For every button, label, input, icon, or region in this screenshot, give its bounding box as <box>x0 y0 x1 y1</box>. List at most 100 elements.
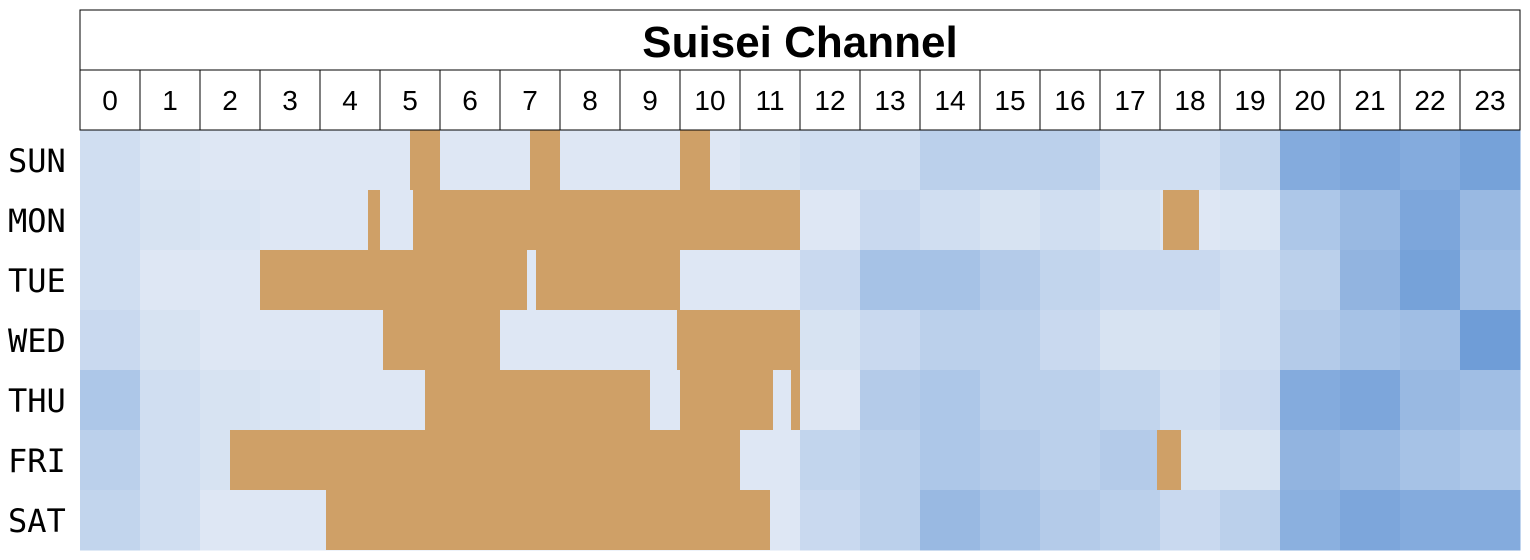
day-label-wed: WED <box>8 322 66 360</box>
heat-cell-tue-10 <box>680 250 741 311</box>
hour-cell-17 <box>1099 69 1161 131</box>
hour-label-6: 6 <box>462 85 478 116</box>
heat-cell-sun-15 <box>980 130 1041 191</box>
heat-cell-thu-23 <box>1460 370 1521 431</box>
heat-cell-mon-19 <box>1220 190 1281 251</box>
heat-cell-tue-16 <box>1040 250 1101 311</box>
heat-cell-mon-12 <box>800 190 861 251</box>
hour-label-23: 23 <box>1474 85 1505 116</box>
heat-cell-thu-12 <box>800 370 861 431</box>
hour-label-7: 7 <box>522 85 538 116</box>
heat-cell-sun-8 <box>560 130 621 191</box>
heat-cell-sun-13 <box>860 130 921 191</box>
heat-cell-wed-20 <box>1280 310 1341 371</box>
hour-label-14: 14 <box>934 85 965 116</box>
heat-cell-sat-17 <box>1100 490 1161 551</box>
hour-cell-10 <box>679 69 741 131</box>
heat-cell-fri-17 <box>1100 430 1161 491</box>
heat-cell-fri-19 <box>1220 430 1281 491</box>
hour-cell-6 <box>439 69 501 131</box>
heat-cell-mon-0 <box>80 190 141 251</box>
hour-cell-9 <box>619 69 681 131</box>
hour-cell-13 <box>859 69 921 131</box>
hour-label-3: 3 <box>282 85 298 116</box>
hour-label-1: 1 <box>162 85 178 116</box>
heat-cell-sat-19 <box>1220 490 1281 551</box>
heat-cell-tue-19 <box>1220 250 1281 311</box>
heat-cell-tue-2 <box>200 250 261 311</box>
heat-cell-wed-21 <box>1340 310 1401 371</box>
hour-label-8: 8 <box>582 85 598 116</box>
hour-label-22: 22 <box>1414 85 1445 116</box>
heat-cell-mon-13 <box>860 190 921 251</box>
heat-cell-sat-21 <box>1340 490 1401 551</box>
heat-cell-wed-3 <box>260 310 321 371</box>
heat-cell-sat-3 <box>260 490 321 551</box>
hour-label-2: 2 <box>222 85 238 116</box>
heat-cell-fri-12 <box>800 430 861 491</box>
heat-cell-fri-16 <box>1040 430 1101 491</box>
heat-cell-wed-1 <box>140 310 201 371</box>
heat-cell-mon-1 <box>140 190 201 251</box>
hour-label-0: 0 <box>102 85 118 116</box>
heat-cell-tue-17 <box>1100 250 1161 311</box>
stream-block-fri-1 <box>1157 430 1181 490</box>
heat-cell-sat-14 <box>920 490 981 551</box>
stream-block-tue-0 <box>260 250 527 310</box>
heat-cell-thu-18 <box>1160 370 1221 431</box>
heat-cell-sat-15 <box>980 490 1041 551</box>
heat-cell-thu-15 <box>980 370 1041 431</box>
hour-label-15: 15 <box>994 85 1025 116</box>
heat-cell-thu-16 <box>1040 370 1101 431</box>
heat-cell-wed-14 <box>920 310 981 371</box>
heat-cell-sun-21 <box>1340 130 1401 191</box>
hour-label-5: 5 <box>402 85 418 116</box>
heat-cell-wed-8 <box>560 310 621 371</box>
heat-cell-mon-2 <box>200 190 261 251</box>
heat-cell-tue-11 <box>740 250 801 311</box>
heat-cell-thu-3 <box>260 370 321 431</box>
hour-cell-16 <box>1039 69 1101 131</box>
hour-cell-7 <box>499 69 561 131</box>
heat-cell-sun-19 <box>1220 130 1281 191</box>
heat-cell-sun-9 <box>620 130 681 191</box>
heat-cell-wed-17 <box>1100 310 1161 371</box>
hour-label-4: 4 <box>342 85 358 116</box>
hour-cell-2 <box>199 69 261 131</box>
stream-block-wed-0 <box>383 310 500 370</box>
heat-cell-thu-22 <box>1400 370 1461 431</box>
day-label-sun: SUN <box>8 142 66 180</box>
heat-cell-tue-12 <box>800 250 861 311</box>
hour-axis: 0 1 2 3 4 5 6 7 8 9 10 11 12 13 14 15 16 17 18 19 20 21 22 23 <box>79 69 1521 131</box>
stream-block-sun-2 <box>680 130 710 190</box>
heat-cell-fri-22 <box>1400 430 1461 491</box>
hour-cell-14 <box>919 69 981 131</box>
day-axis: SUN MON TUE WED THU FRI SAT <box>8 142 66 540</box>
heat-cell-sun-0 <box>80 130 141 191</box>
hour-cell-20 <box>1279 69 1341 131</box>
hour-label-13: 13 <box>874 85 905 116</box>
heat-cell-wed-23 <box>1460 310 1521 371</box>
heat-cell-tue-13 <box>860 250 921 311</box>
heat-cell-tue-23 <box>1460 250 1521 311</box>
stream-block-wed-1 <box>677 310 800 370</box>
heat-cell-sun-16 <box>1040 130 1101 191</box>
stream-blocks <box>230 130 1199 550</box>
heat-cell-sat-1 <box>140 490 201 551</box>
heat-cell-wed-12 <box>800 310 861 371</box>
heat-cell-thu-1 <box>140 370 201 431</box>
title-box <box>79 9 1521 71</box>
heat-cell-sun-18 <box>1160 130 1221 191</box>
heat-cell-thu-21 <box>1340 370 1401 431</box>
heat-cell-wed-16 <box>1040 310 1101 371</box>
heat-cell-mon-14 <box>920 190 981 251</box>
heat-cell-sun-3 <box>260 130 321 191</box>
heat-cell-wed-15 <box>980 310 1041 371</box>
hour-label-16: 16 <box>1054 85 1085 116</box>
stream-block-sun-1 <box>530 130 560 190</box>
heat-cell-fri-20 <box>1280 430 1341 491</box>
hour-cell-4 <box>319 69 381 131</box>
heat-cell-mon-23 <box>1460 190 1521 251</box>
hour-cell-23 <box>1459 69 1521 131</box>
